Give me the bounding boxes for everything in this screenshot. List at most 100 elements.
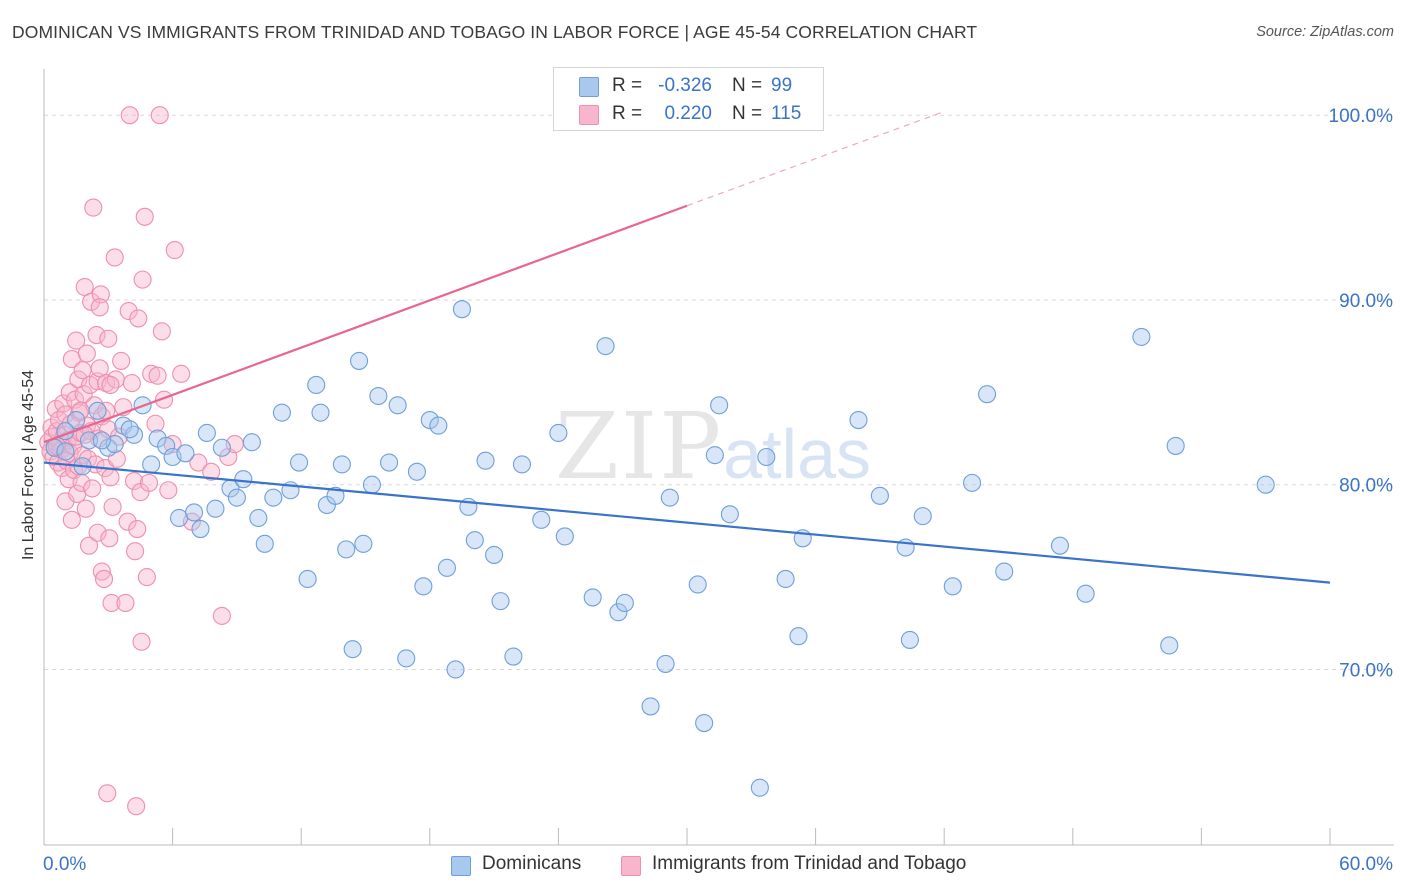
trinidad-point — [135, 207, 154, 226]
trinidad-point — [120, 106, 139, 125]
trinidad-point — [67, 331, 86, 350]
series-dominican-points — [45, 300, 1275, 797]
legend-r-label: R = — [612, 75, 643, 96]
dominican-point — [900, 630, 919, 649]
dominican-point — [326, 486, 345, 505]
stats-legend: R = -0.326 N = 99 R = 0.220 N = 115 — [553, 67, 824, 131]
trinidad-point — [159, 481, 178, 500]
dominican-point — [615, 593, 634, 613]
dominican-point — [446, 660, 465, 679]
dominican-point — [555, 527, 574, 546]
legend-n-label: N = — [732, 75, 763, 96]
trinidad-point — [85, 396, 104, 415]
trinidad-point — [139, 473, 159, 492]
y-tick-label: 80.0% — [1339, 476, 1393, 497]
dominican-point — [512, 455, 532, 474]
trinidad-point — [112, 351, 131, 370]
series-legend: Dominicans Immigrants from Trinidad and … — [0, 851, 1406, 879]
dominican-point — [191, 520, 210, 539]
trinidad-point — [116, 593, 135, 613]
dominican-point — [420, 410, 439, 430]
trinidad-point — [133, 270, 152, 289]
x-tick-label-max: 60.0% — [1339, 854, 1393, 875]
dominican-point — [465, 531, 484, 550]
trend-lines — [43, 110, 1331, 584]
dominican-point — [142, 455, 161, 474]
dominican-point — [963, 473, 982, 492]
dominican-point — [120, 420, 139, 439]
dominican-point — [369, 386, 388, 406]
dominican-point — [407, 462, 426, 481]
legend-r-label: R = — [612, 103, 643, 124]
trinidad-point — [150, 106, 169, 125]
trinidad-point — [103, 497, 122, 516]
dominican-point — [56, 442, 75, 461]
dominican-point — [67, 410, 86, 430]
tick-labels: 70.0% 80.0% 90.0% 100.0% 0.0% 60.0% — [43, 106, 1393, 875]
dominican-point — [870, 486, 889, 505]
dominican-point — [437, 558, 456, 577]
trinidad-point — [90, 298, 109, 317]
watermark: ZIPatlas — [555, 393, 871, 500]
trinidad-point — [118, 512, 137, 531]
dominican-point — [710, 396, 729, 415]
y-tick-label: 90.0% — [1339, 291, 1393, 312]
dominican-point — [197, 423, 216, 443]
trinidad-trend-extension — [686, 110, 945, 207]
dominican-point — [750, 778, 769, 797]
dominican-point — [789, 627, 808, 646]
legend-n-value: 115 — [771, 103, 802, 124]
dominican-point — [1132, 327, 1151, 346]
dominican-point — [485, 545, 504, 564]
legend-swatch-pink — [621, 856, 641, 876]
x-tick-label-min: 0.0% — [43, 854, 86, 875]
dominican-point — [532, 510, 551, 529]
trinidad-point — [119, 301, 138, 321]
trinidad-point — [146, 414, 165, 433]
dominican-point — [242, 433, 261, 452]
dominican-point — [249, 508, 268, 528]
dominican-point — [264, 488, 283, 507]
dominican-point — [350, 351, 369, 370]
dominican-point — [397, 649, 416, 668]
dominican-point — [176, 444, 195, 463]
trinidad-point — [100, 529, 119, 548]
dominican-point — [705, 446, 724, 465]
legend-row-dominicans: R = -0.326 N = 99 — [554, 72, 823, 100]
dominican-point — [695, 714, 714, 733]
trinidad-point — [172, 364, 191, 383]
trinidad-point — [148, 366, 167, 385]
trinidad-point — [99, 329, 118, 348]
dominican-point — [311, 403, 330, 422]
legend-swatch-blue — [451, 856, 471, 876]
trinidad-point — [105, 248, 124, 267]
dominican-point — [757, 447, 776, 467]
dominican-point — [184, 503, 204, 522]
dominican-point — [943, 577, 962, 596]
legend-r-value: 0.220 — [664, 103, 712, 124]
trinidad-point — [83, 479, 102, 498]
trinidad-point — [137, 568, 156, 587]
dominican-point — [92, 431, 111, 450]
dominican-point — [660, 488, 679, 507]
trinidad-point — [88, 523, 107, 542]
chart-title: DOMINICAN VS IMMIGRANTS FROM TRINIDAD AN… — [12, 22, 978, 42]
trinidad-point — [212, 606, 231, 625]
dominican-point — [1076, 584, 1095, 603]
y-tick-label: 70.0% — [1339, 660, 1393, 681]
dominican-point — [609, 603, 628, 622]
dominican-point — [504, 647, 523, 666]
trinidad-point — [98, 784, 117, 803]
dominican-point — [476, 451, 495, 470]
legend-label-dominicans: Dominicans — [482, 853, 582, 874]
y-axis-label: In Labor Force | Age 45-54 — [20, 369, 37, 561]
legend-n-label: N = — [732, 103, 763, 124]
series-trinidad-points — [39, 106, 656, 816]
dominican-point — [88, 401, 107, 420]
dominican-point — [169, 508, 189, 528]
dominican-point — [429, 416, 448, 435]
legend-swatch-blue — [579, 77, 599, 97]
trinidad-point — [76, 499, 95, 518]
trinidad-point — [132, 632, 151, 651]
